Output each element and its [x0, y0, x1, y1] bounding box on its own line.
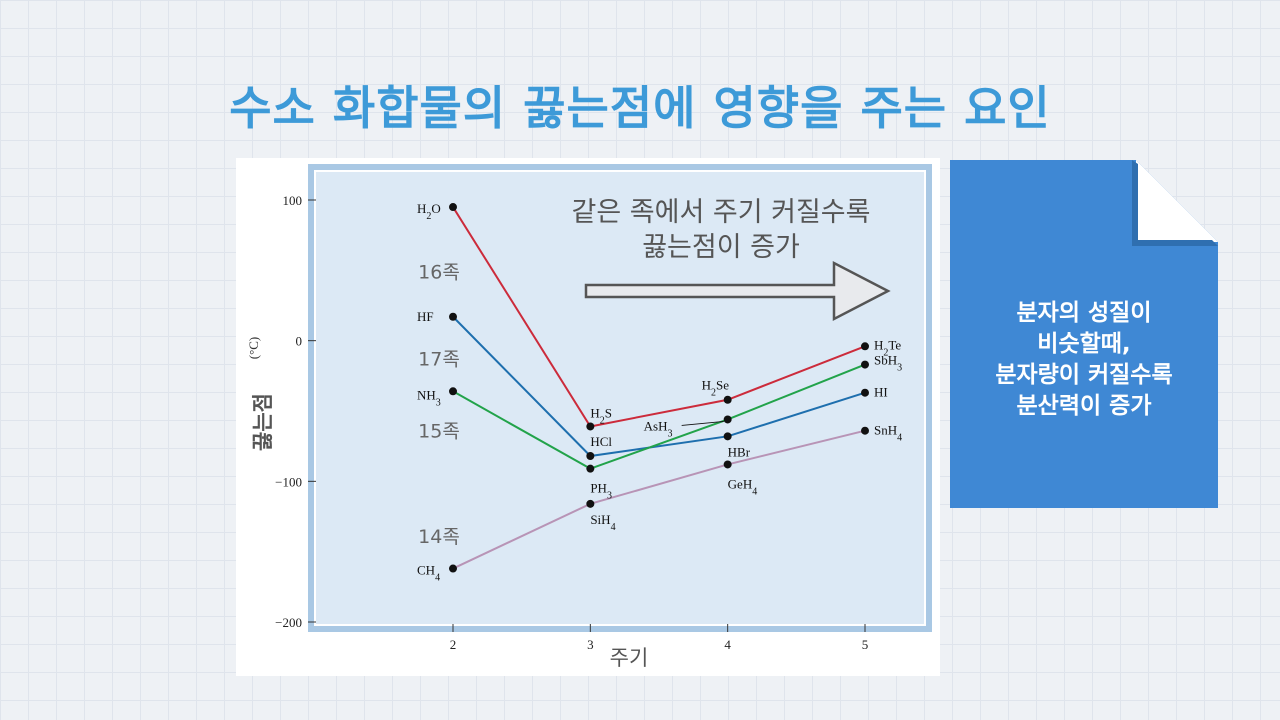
compound-label: H2S [590, 405, 612, 426]
y-tick-label: 0 [296, 334, 303, 349]
series-line [452, 429, 866, 570]
compound-label: HF [417, 309, 434, 324]
compound-label: NH3 [417, 387, 441, 408]
y-axis-label: 끓는점 [251, 393, 275, 451]
compound-label: HI [874, 385, 888, 400]
x-tick-label: 5 [862, 637, 869, 652]
annotation-line1: 같은 족에서 주기 커질수록 [572, 197, 871, 228]
compound-label: HBr [728, 444, 751, 459]
group-label: 16족 [418, 261, 460, 283]
y-tick-label: −200 [275, 615, 302, 630]
group-label: 15족 [418, 420, 460, 442]
note-line: 비슷할때, [1037, 331, 1131, 357]
compound-label: GeH4 [728, 476, 758, 497]
compound-label: SnH4 [874, 423, 902, 444]
series-line [452, 206, 866, 428]
y-tick-label: 100 [283, 193, 303, 208]
arrow-right-icon [584, 260, 891, 322]
compound-label: AsH3 [644, 418, 673, 439]
data-point [586, 422, 595, 431]
compound-label: SiH4 [590, 512, 615, 532]
compound-label: H2O [417, 201, 441, 222]
compound-label: H2Te [874, 337, 901, 358]
x-tick-label: 3 [587, 637, 594, 652]
x-axis-label: 주기 [610, 646, 649, 670]
note-document: 분자의 성질이 비슷할때, 분자량이 커질수록 분산력이 증가 [950, 160, 1218, 508]
chart-canvas: 100 0 −100 −200 2 3 4 5 주기 끓는점 (°C) 같은 족에서 주기 커질수록끓… [246, 164, 932, 670]
data-point [723, 432, 732, 441]
data-point [861, 426, 869, 435]
x-tick-label: 4 [724, 637, 731, 652]
compound-label: HCl [590, 434, 612, 449]
data-point [723, 415, 732, 424]
group-label: 14족 [418, 526, 460, 548]
compound-label: PH3 [590, 481, 612, 502]
data-point [449, 387, 457, 396]
series-line [452, 363, 866, 470]
document-icon [950, 160, 1218, 508]
data-point [449, 312, 457, 321]
note-text: 분자의 성질이 비슷할때, 분자량이 커질수록 분산력이 증가 [950, 298, 1218, 422]
data-point [723, 460, 732, 469]
x-tick-label: 2 [450, 637, 457, 652]
y-axis-unit: (°C) [246, 337, 261, 360]
data-point [861, 388, 869, 397]
page-title: 수소 화합물의 끓는점에 영향을 주는 요인 [229, 81, 1051, 135]
compound-label: CH4 [417, 563, 440, 584]
note-line: 분산력이 증가 [1016, 393, 1152, 419]
group-label: 17족 [418, 349, 460, 371]
data-point [449, 203, 457, 212]
y-tick-label: −100 [275, 474, 302, 489]
data-point [586, 464, 595, 473]
note-line: 분자량이 커질수록 [995, 362, 1173, 388]
data-point [861, 360, 869, 369]
data-point [723, 395, 732, 404]
annotation-line2: 끓는점이 증가 [642, 232, 800, 263]
data-point [586, 499, 595, 508]
compound-label: SbH3 [874, 353, 902, 374]
leader-line [681, 421, 724, 426]
plot-area [316, 172, 924, 624]
data-point [449, 564, 457, 573]
data-point [861, 342, 869, 351]
note-line: 분자의 성질이 [1016, 300, 1152, 326]
data-point [586, 452, 595, 461]
series-line [452, 316, 866, 458]
compound-label: H2Se [702, 378, 730, 399]
